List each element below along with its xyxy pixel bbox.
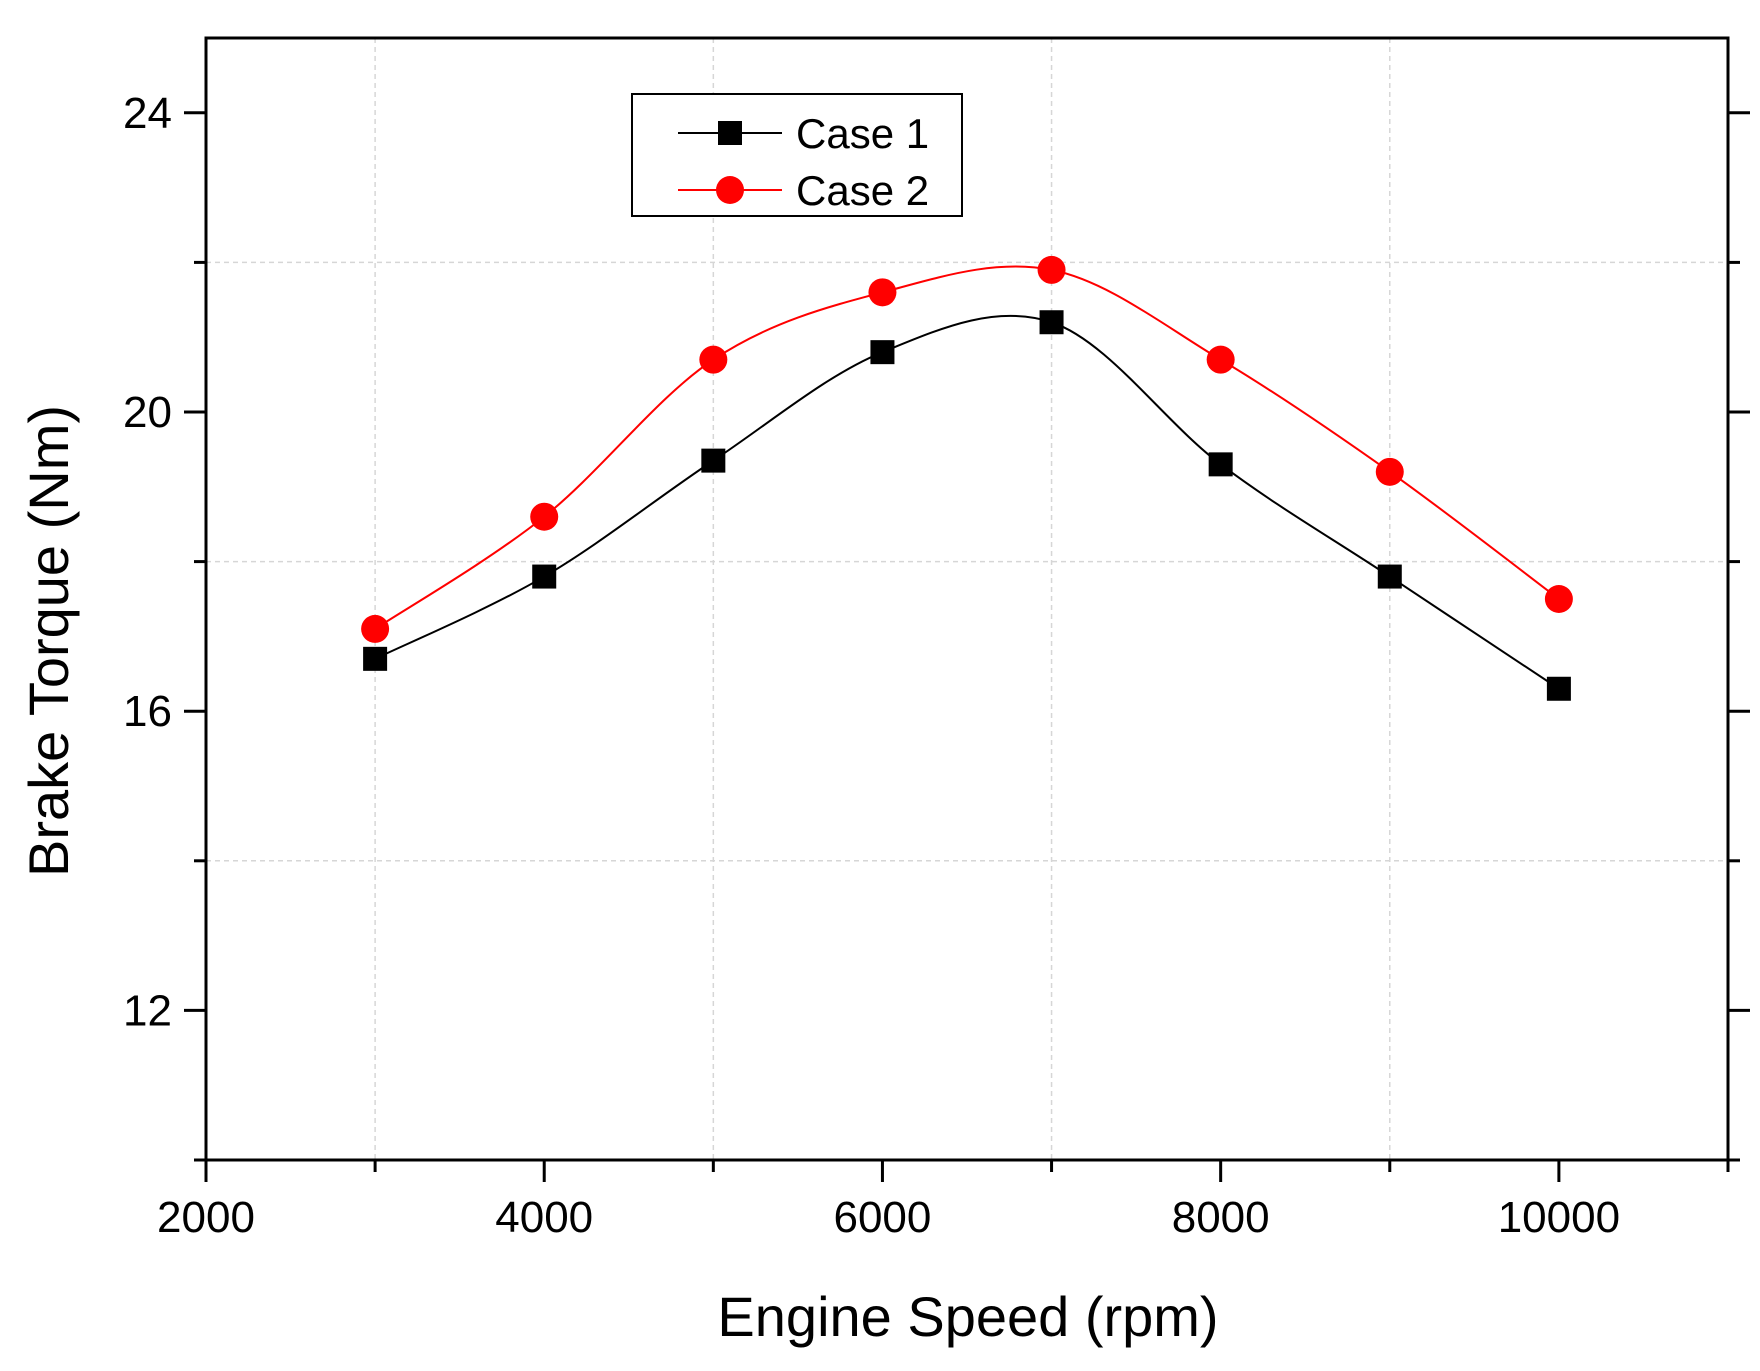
tick-labels: 2000 4000 6000 8000 10000 12 16 20 24 [123, 89, 1620, 1242]
x-tick-label: 6000 [833, 1193, 931, 1242]
series-line-case-1 [374, 314, 1560, 690]
data-point-case-2 [868, 278, 897, 307]
data-point-case-2 [1544, 585, 1573, 613]
data-point-case-2 [530, 502, 559, 531]
y-tick-label: 24 [123, 89, 172, 138]
series-curves [374, 265, 1560, 690]
data-point-case-2 [361, 614, 390, 643]
data-point-case-1 [870, 340, 895, 365]
x-tick-label: 8000 [1172, 1193, 1270, 1242]
data-point-case-1 [1039, 310, 1064, 335]
data-point-case-2 [1206, 345, 1235, 374]
data-point-case-1 [1546, 676, 1571, 701]
x-tick-label: 4000 [495, 1193, 593, 1242]
y-tick-label: 20 [123, 388, 172, 437]
legend-marker-case-2 [716, 176, 744, 204]
y-axis-title: Brake Torque (Nm) [17, 405, 80, 877]
data-point-case-1 [1377, 564, 1402, 589]
series-line-case-2 [374, 265, 1560, 630]
data-point-case-1 [532, 564, 557, 589]
legend-marker-case-1 [718, 121, 742, 145]
y-tick-label: 12 [123, 986, 172, 1035]
x-tick-label: 10000 [1498, 1193, 1620, 1242]
y-tick-label: 16 [123, 687, 172, 736]
data-point-case-1 [1208, 452, 1233, 477]
data-point-case-2 [1375, 457, 1404, 486]
x-axis-title: Engine Speed (rpm) [717, 1285, 1218, 1348]
grid [206, 38, 1728, 1160]
x-tick-label: 2000 [157, 1193, 255, 1242]
axis-ticks [184, 111, 1750, 1182]
legend-box [631, 93, 963, 217]
data-point-case-2 [1037, 255, 1066, 284]
data-point-case-1 [363, 646, 388, 671]
legend: Case 1 Case 2 [631, 93, 963, 217]
series-markers [361, 255, 1573, 701]
legend-label-case-2: Case 2 [796, 167, 929, 214]
data-point-case-2 [699, 345, 728, 374]
data-point-case-1 [701, 448, 726, 473]
plot-frame [204, 36, 1730, 1162]
legend-label-case-1: Case 1 [796, 110, 929, 157]
